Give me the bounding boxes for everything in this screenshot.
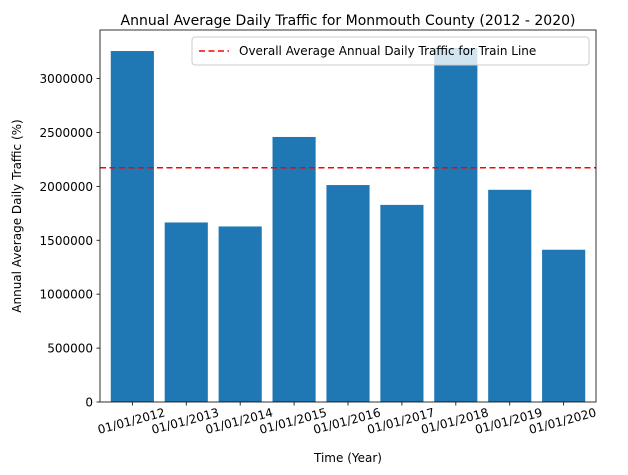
y-tick-label: 2000000	[40, 180, 93, 194]
x-axis-title: Time (Year)	[313, 451, 382, 465]
bar-01-01-2016	[326, 185, 370, 402]
bar-01-01-2014	[218, 226, 262, 402]
y-tick-label: 1500000	[40, 234, 93, 248]
y-axis: 0 500000 1000000 1500000 2000000 2500000 30000…	[40, 72, 100, 410]
y-tick-label: 1000000	[40, 288, 93, 302]
legend: Overall Average Annual Daily Traffic for…	[191, 36, 590, 66]
y-tick-label: 0	[85, 396, 93, 410]
x-axis: 01/01/201201/01/201301/01/201401/01/2015…	[96, 402, 598, 437]
bar-01-01-2018	[434, 48, 478, 402]
bar-01-01-2013	[164, 222, 208, 402]
legend-box	[191, 36, 590, 66]
bars-layer	[110, 48, 586, 402]
y-tick-label: 500000	[47, 342, 93, 356]
bar-01-01-2012	[110, 51, 154, 402]
y-tick-label: 2500000	[40, 126, 93, 140]
legend-label: Overall Average Annual Daily Traffic for…	[239, 44, 536, 58]
bar-01-01-2019	[488, 189, 532, 402]
bar-01-01-2020	[542, 249, 586, 402]
chart-title: Annual Average Daily Traffic for Monmout…	[121, 13, 576, 29]
y-tick-label: 3000000	[40, 72, 93, 86]
bar-01-01-2017	[380, 204, 424, 402]
bar-01-01-2015	[272, 136, 316, 402]
y-axis-title: Annual Average Daily Traffic (%)	[10, 119, 24, 312]
